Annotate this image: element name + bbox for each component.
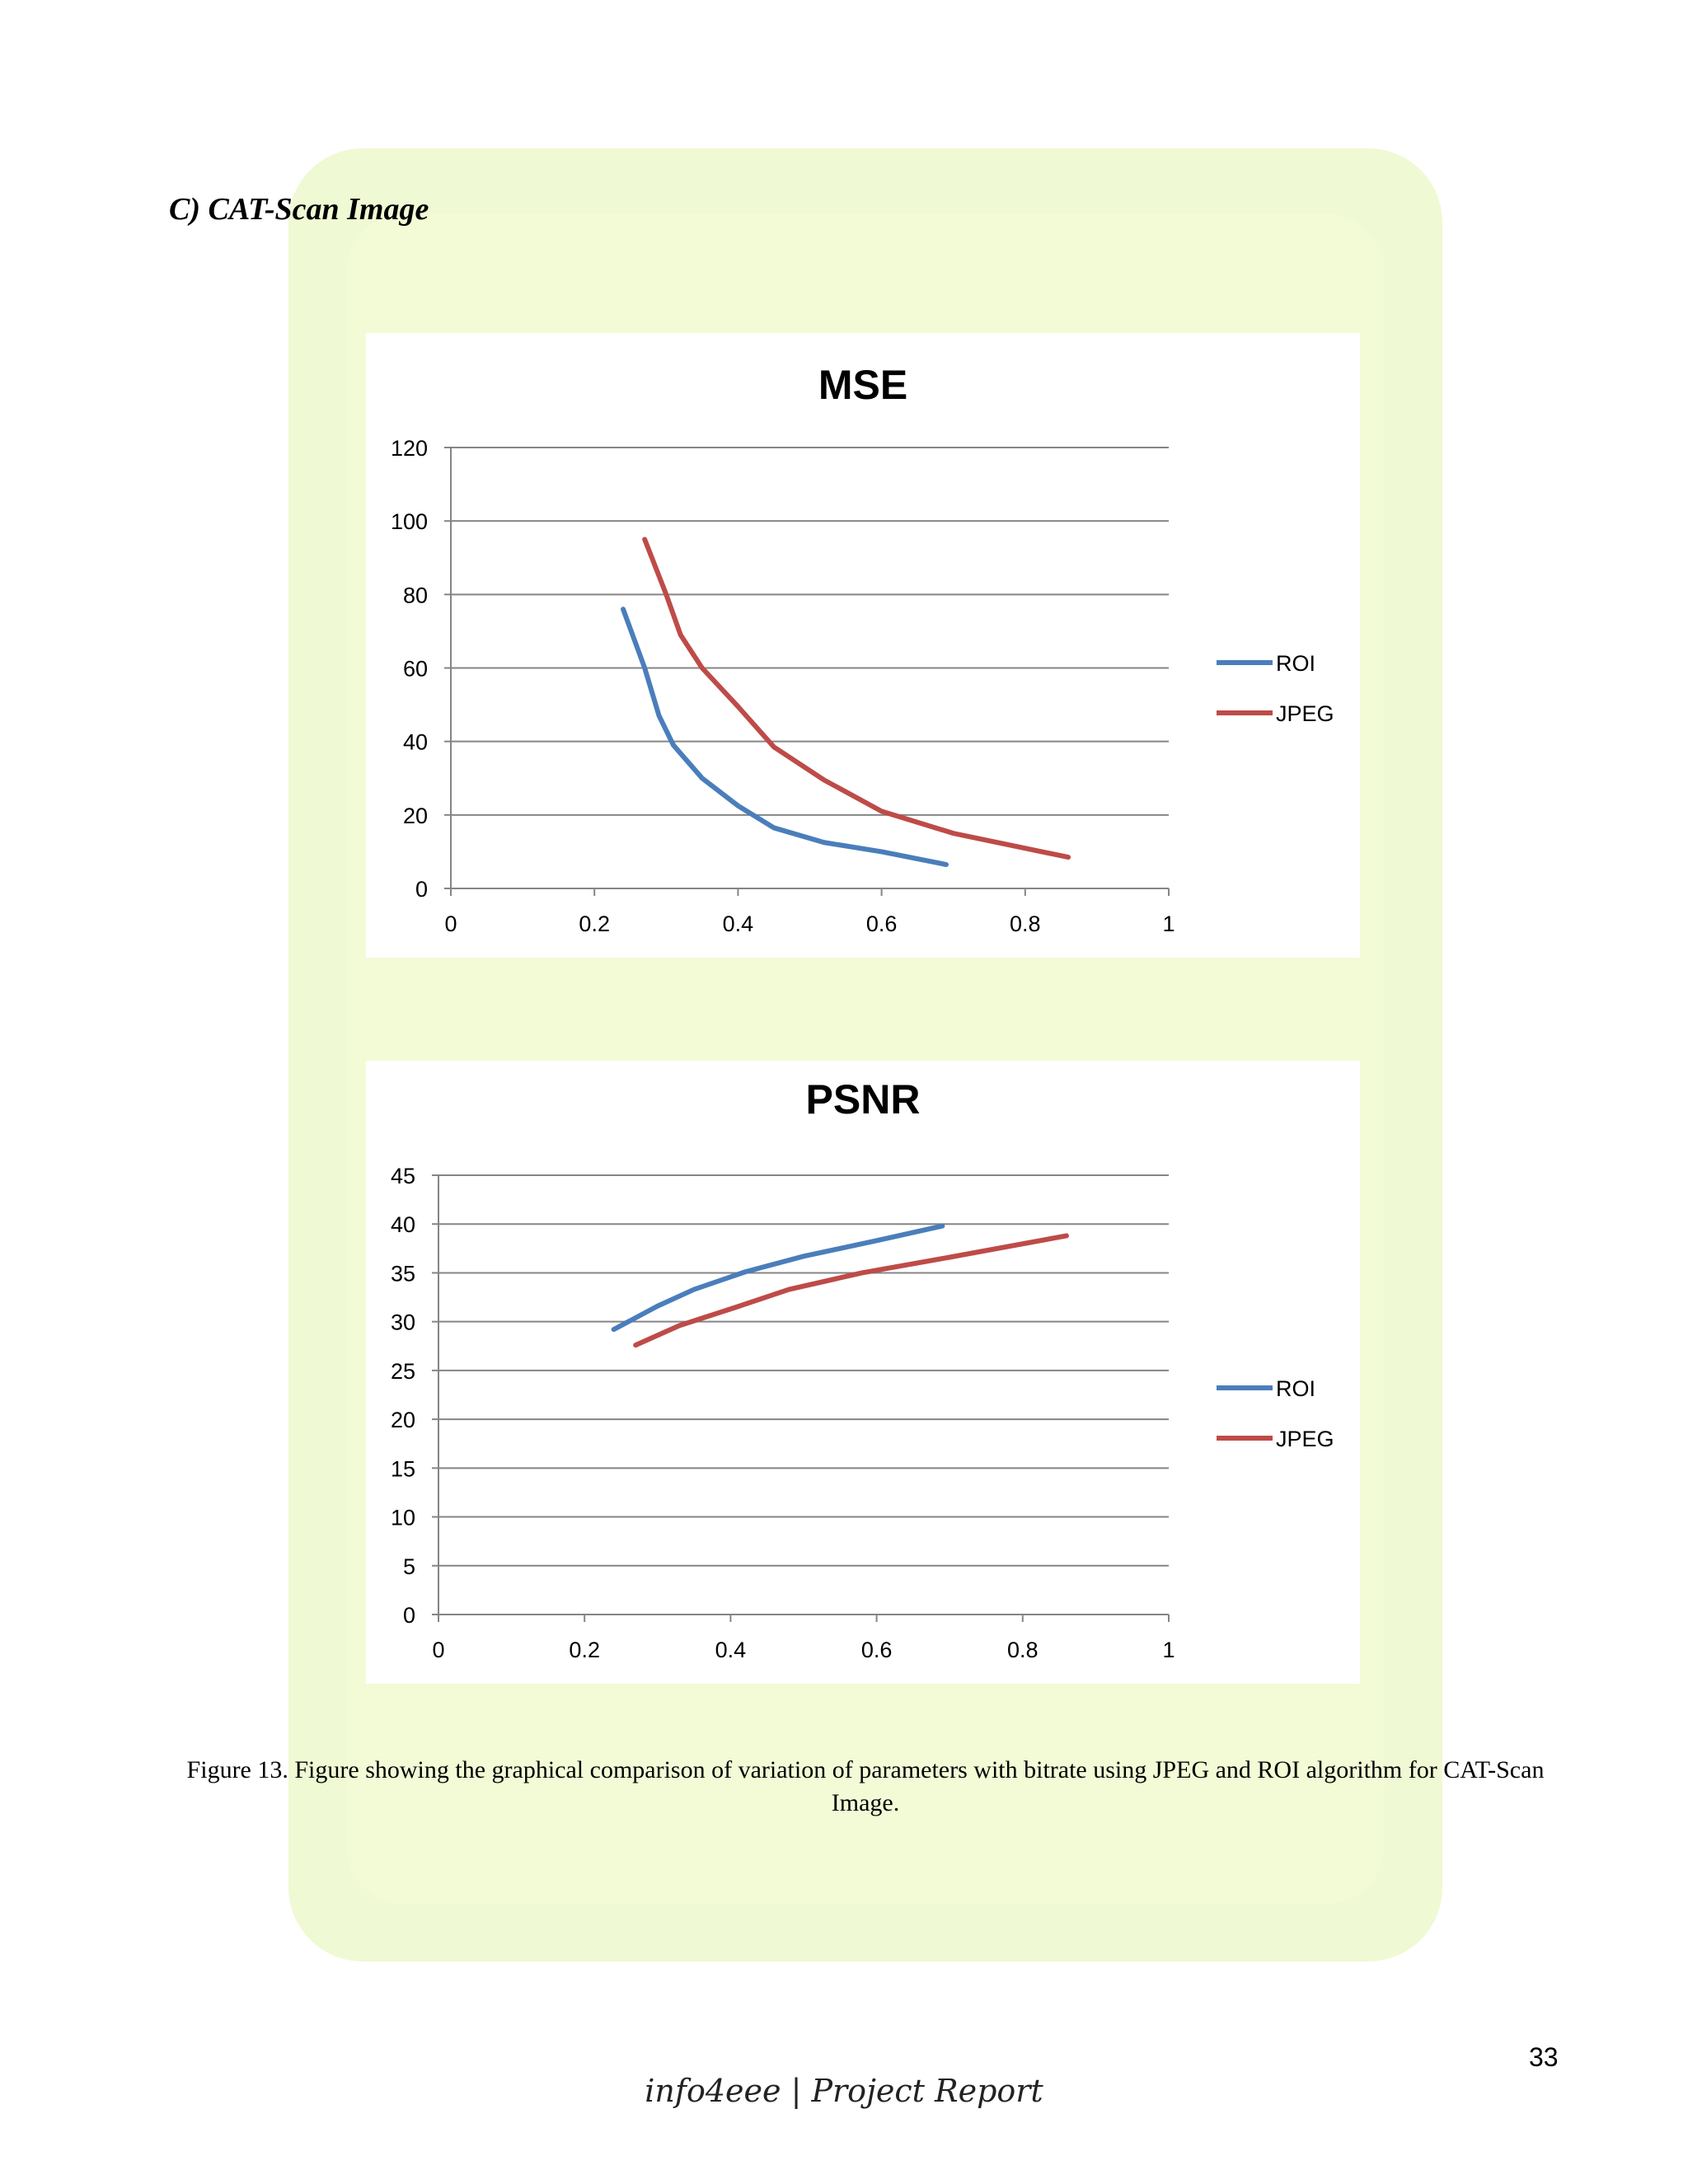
psnr-chart-panel: PSNR 0 5 10 15 20 25 30 35 40 45 0 0.2 0.4 0.6 0.8 1 ROI J… (366, 1061, 1360, 1684)
mse-y-tick-label: 40 (403, 730, 428, 755)
psnr-x-tick-label: 0.2 (569, 1638, 600, 1662)
psnr-y-tick-label: 30 (391, 1310, 415, 1335)
mse-x-tick-label: 0.2 (579, 912, 610, 936)
psnr-x-tick-label: 0 (432, 1638, 444, 1662)
psnr-y-tick-label: 15 (391, 1456, 415, 1481)
mse-y-tick-label: 20 (403, 804, 428, 828)
figure-caption: Figure 13. Figure showing the graphical … (186, 1756, 1545, 1816)
psnr-y-tick-label: 35 (391, 1261, 415, 1286)
psnr-y-tick-label: 25 (391, 1359, 415, 1384)
psnr-x-tick-label: 1 (1162, 1638, 1175, 1662)
mse-chart-panel: MSE 0 20 40 60 80 100 120 0 0.2 0.4 0.6 0.8 1 ROI JPEG (366, 333, 1360, 958)
mse-y-tick-label: 80 (403, 583, 428, 607)
mse-x-tick-label: 0.8 (1010, 912, 1041, 936)
mse-x-tick-label: 0.6 (866, 912, 898, 936)
mse-chart: MSE 0 20 40 60 80 100 120 0 0.2 0.4 0.6 0.8 1 ROI JPEG (391, 362, 1334, 936)
mse-series-roi (621, 607, 949, 868)
mse-y-tick-label: 120 (391, 436, 428, 461)
psnr-y-tick-label: 20 (391, 1408, 415, 1432)
psnr-x-tick-label: 0.6 (861, 1638, 893, 1662)
psnr-y-tick-label: 0 (403, 1603, 415, 1628)
mse-legend-label-jpeg: JPEG (1276, 701, 1334, 726)
mse-x-tick-label: 0 (444, 912, 457, 936)
psnr-legend-label-roi: ROI (1276, 1376, 1315, 1401)
psnr-series-roi (611, 1223, 945, 1333)
footer-text: info4eee | Project Report (645, 2073, 1043, 2109)
mse-y-tick-label: 60 (403, 657, 428, 682)
mse-series-jpeg (642, 537, 1071, 860)
psnr-x-tick-label: 0.8 (1007, 1638, 1039, 1662)
psnr-y-tick-label: 10 (391, 1506, 415, 1530)
psnr-x-tick-label: 0.4 (715, 1638, 747, 1662)
section-heading: C) CAT-Scan Image (169, 192, 429, 227)
psnr-chart-title: PSNR (806, 1076, 921, 1122)
psnr-y-tick-label: 45 (391, 1164, 415, 1188)
psnr-legend-label-jpeg: JPEG (1276, 1427, 1334, 1451)
mse-y-tick-label: 100 (391, 509, 428, 534)
page-number: 33 (1529, 2042, 1559, 2072)
mse-x-tick-label: 0.4 (723, 912, 754, 936)
psnr-y-tick-label: 5 (403, 1554, 415, 1579)
psnr-chart: PSNR 0 5 10 15 20 25 30 35 40 45 0 0.2 0.4 0.6 0.8 1 ROI J… (391, 1076, 1334, 1662)
mse-chart-title: MSE (818, 362, 907, 408)
psnr-series-jpeg (633, 1233, 1069, 1348)
mse-y-tick-label: 0 (415, 877, 428, 902)
mse-legend-label-roi: ROI (1276, 651, 1315, 676)
psnr-y-tick-label: 40 (391, 1212, 415, 1237)
mse-x-tick-label: 1 (1162, 912, 1175, 936)
